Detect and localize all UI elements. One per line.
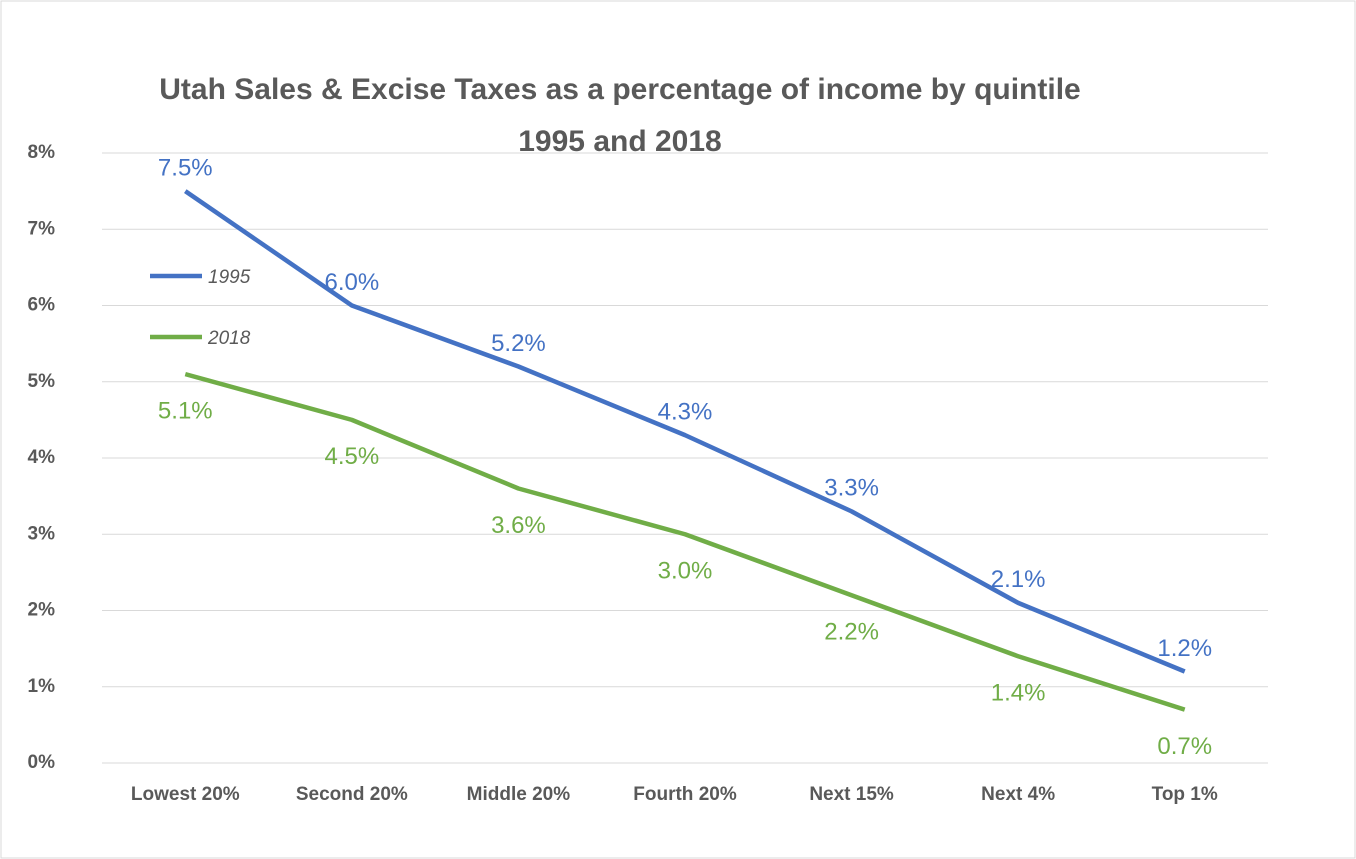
line-series — [184, 189, 1186, 674]
data-label: 4.3% — [658, 398, 713, 425]
y-tick-label: 3% — [28, 523, 56, 544]
data-label: 5.2% — [491, 330, 546, 357]
data-label: 2.2% — [824, 619, 879, 646]
x-tick-label: Lowest 20% — [131, 784, 240, 805]
data-label: 3.3% — [824, 475, 879, 502]
data-label: 1.4% — [991, 680, 1046, 707]
y-tick-label: 6% — [28, 295, 56, 316]
y-tick-label: 0% — [28, 752, 56, 773]
data-label: 2.1% — [991, 566, 1046, 593]
x-tick-label: Middle 20% — [467, 784, 571, 805]
data-label: 3.6% — [491, 512, 546, 539]
x-tick-label: Top 1% — [1152, 784, 1218, 805]
chart-title: Utah Sales & Excise Taxes as a percentag… — [159, 73, 1081, 106]
y-tick-label: 4% — [28, 447, 56, 468]
data-label: 5.1% — [158, 397, 213, 424]
y-tick-label: 5% — [28, 371, 56, 392]
legend-label: 2018 — [207, 328, 251, 349]
data-label: 1.2% — [1157, 635, 1212, 662]
x-tick-label: Next 15% — [809, 784, 894, 805]
chart-subtitle: 1995 and 2018 — [518, 125, 722, 158]
data-label: 3.0% — [658, 558, 713, 585]
data-label: 6.0% — [325, 269, 380, 296]
y-tick-label: 7% — [28, 218, 56, 239]
line-series — [184, 371, 1186, 712]
x-tick-label: Fourth 20% — [633, 784, 737, 805]
data-label: 0.7% — [1157, 733, 1212, 760]
x-tick-label: Next 4% — [981, 784, 1055, 805]
y-tick-label: 8% — [28, 142, 56, 163]
legend-label: 1995 — [208, 267, 251, 288]
data-label: 4.5% — [325, 443, 380, 470]
data-label: 7.5% — [158, 154, 213, 181]
x-tick-label: Second 20% — [296, 784, 408, 805]
y-tick-label: 1% — [28, 676, 56, 697]
y-tick-label: 2% — [28, 600, 56, 621]
